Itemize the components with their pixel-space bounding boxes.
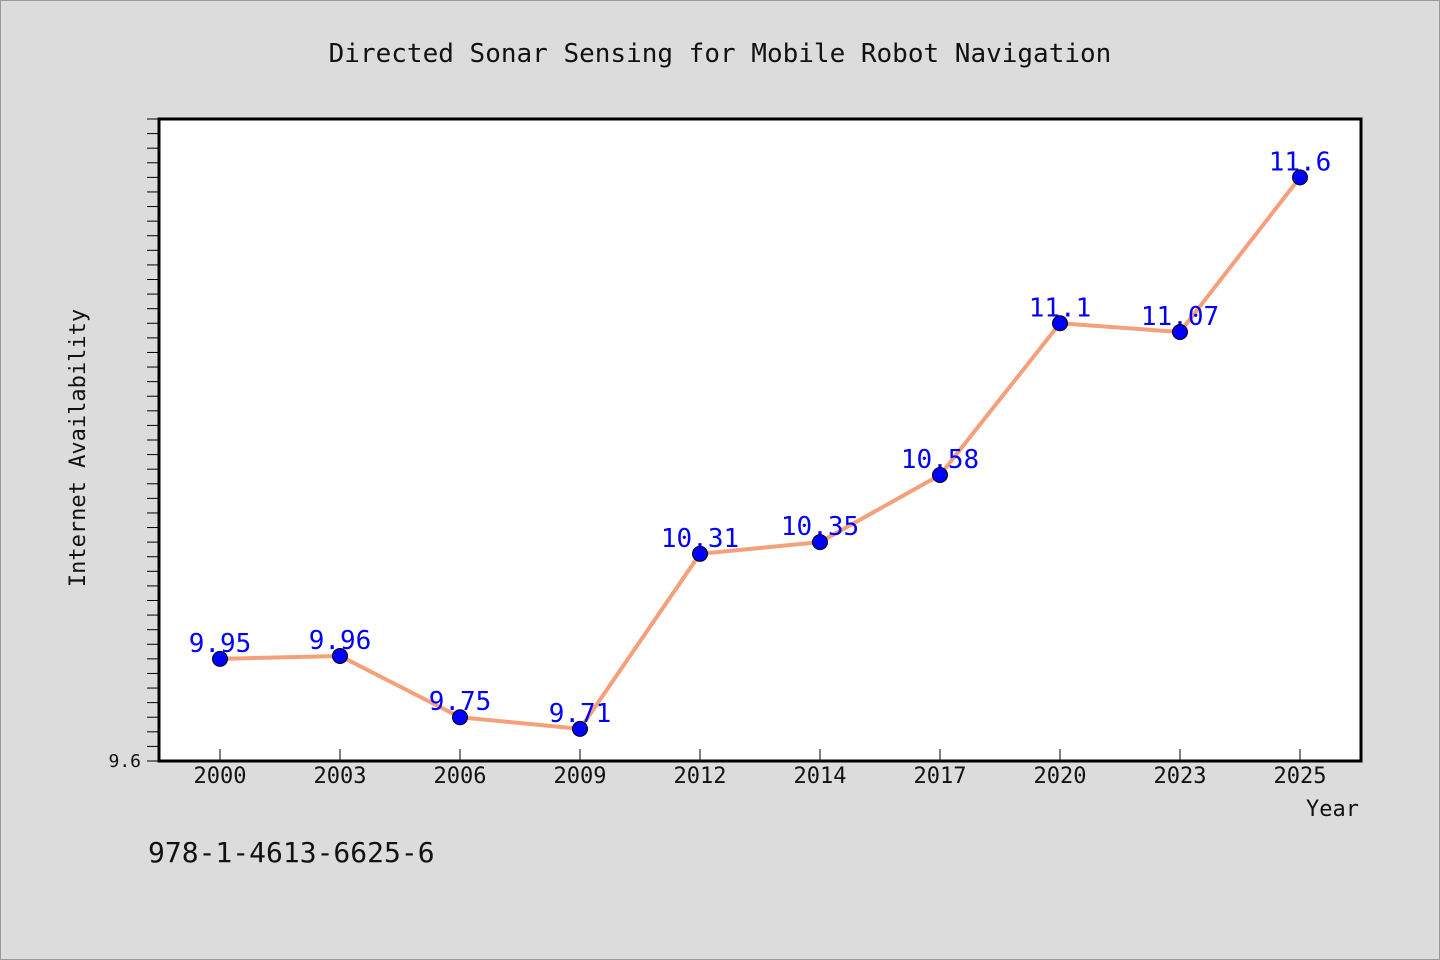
x-tick-label: 2017 xyxy=(914,764,967,789)
data-point xyxy=(1172,324,1188,341)
data-point xyxy=(332,647,348,664)
x-tick-label: 2012 xyxy=(674,764,727,789)
x-axis-label: Year xyxy=(1306,797,1359,822)
y-axis-ticks: 9.6 xyxy=(108,118,159,772)
x-tick-label: 2014 xyxy=(794,764,847,789)
x-tick-label: 2020 xyxy=(1034,764,1087,789)
data-markers xyxy=(212,169,1308,737)
x-tick-label: 2003 xyxy=(314,764,367,789)
series-line-group xyxy=(218,175,1302,731)
x-axis-ticks: 2000 2003 2006 2009 2012 2014 2017 2020 2023 2025 xyxy=(194,749,1327,789)
data-point xyxy=(572,720,588,737)
plot-area xyxy=(157,117,1363,763)
data-point xyxy=(452,709,468,726)
data-point xyxy=(812,534,828,551)
x-tick-label: 2023 xyxy=(1154,764,1207,789)
data-point xyxy=(1292,169,1308,186)
x-tick-label: 2006 xyxy=(434,764,487,789)
data-point xyxy=(932,467,948,484)
data-point xyxy=(692,545,708,562)
x-tick-label: 2025 xyxy=(1274,764,1327,789)
series-line xyxy=(218,175,1302,731)
data-point xyxy=(1052,315,1068,332)
x-tick-label: 2000 xyxy=(194,764,247,789)
y-tick-label: 9.6 xyxy=(108,751,141,772)
x-tick-label: 2009 xyxy=(554,764,607,789)
chart-title: Directed Sonar Sensing for Mobile Robot … xyxy=(329,39,1112,69)
y-axis-label: Internet Availability xyxy=(66,309,91,587)
data-point xyxy=(212,650,228,667)
footer-isbn: 978-1-4613-6625-6 xyxy=(148,836,435,869)
